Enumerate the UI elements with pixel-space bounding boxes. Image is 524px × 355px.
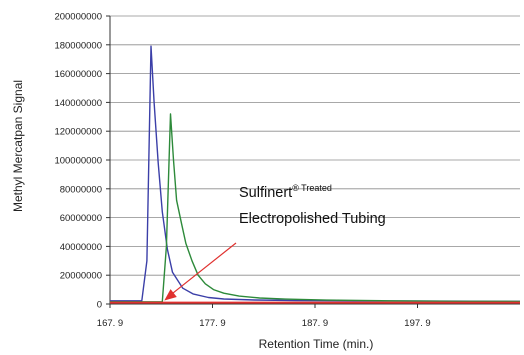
x-tick-label: 197. 9 xyxy=(404,318,430,329)
x-axis-title: Retention Time (min.) xyxy=(259,337,374,351)
series-line-1 xyxy=(110,45,521,302)
y-tick-label: 0 xyxy=(97,300,102,311)
y-axis-title: Methyl Mercatpan Signal xyxy=(11,80,25,212)
y-tick-label: 140000000 xyxy=(54,98,102,109)
series-line-2 xyxy=(110,113,521,303)
annotation-arrowhead xyxy=(164,289,177,301)
y-tick-label: 80000000 xyxy=(60,184,102,195)
annotation-line-2: Electropolished Tubing xyxy=(239,211,386,227)
annotation-arrow xyxy=(171,242,237,295)
x-tick-label: 177. 9 xyxy=(199,318,225,329)
y-tick-label: 120000000 xyxy=(54,127,102,138)
x-axis-ticks: 167. 9 177. 9 187. 9 197. 9 xyxy=(97,304,431,329)
y-tick-label: 100000000 xyxy=(54,156,102,167)
x-tick-label: 167. 9 xyxy=(97,318,123,329)
y-tick-label: 60000000 xyxy=(60,213,102,224)
y-tick-label: 200000000 xyxy=(54,12,102,23)
y-axis-ticks: 0 20000000 40000000 60000000 80000000 1000000… xyxy=(54,12,110,311)
series-layer xyxy=(110,45,521,304)
y-tick-label: 40000000 xyxy=(60,242,102,253)
y-tick-label: 180000000 xyxy=(54,40,102,51)
y-tick-label: 160000000 xyxy=(54,69,102,80)
annotation: Sulfinert® Treated Electropolished Tubin… xyxy=(164,183,386,301)
x-tick-label: 187. 9 xyxy=(302,318,328,329)
grid xyxy=(110,15,520,276)
y-tick-label: 20000000 xyxy=(60,271,102,282)
annotation-line-1: Sulfinert® Treated xyxy=(239,183,332,201)
